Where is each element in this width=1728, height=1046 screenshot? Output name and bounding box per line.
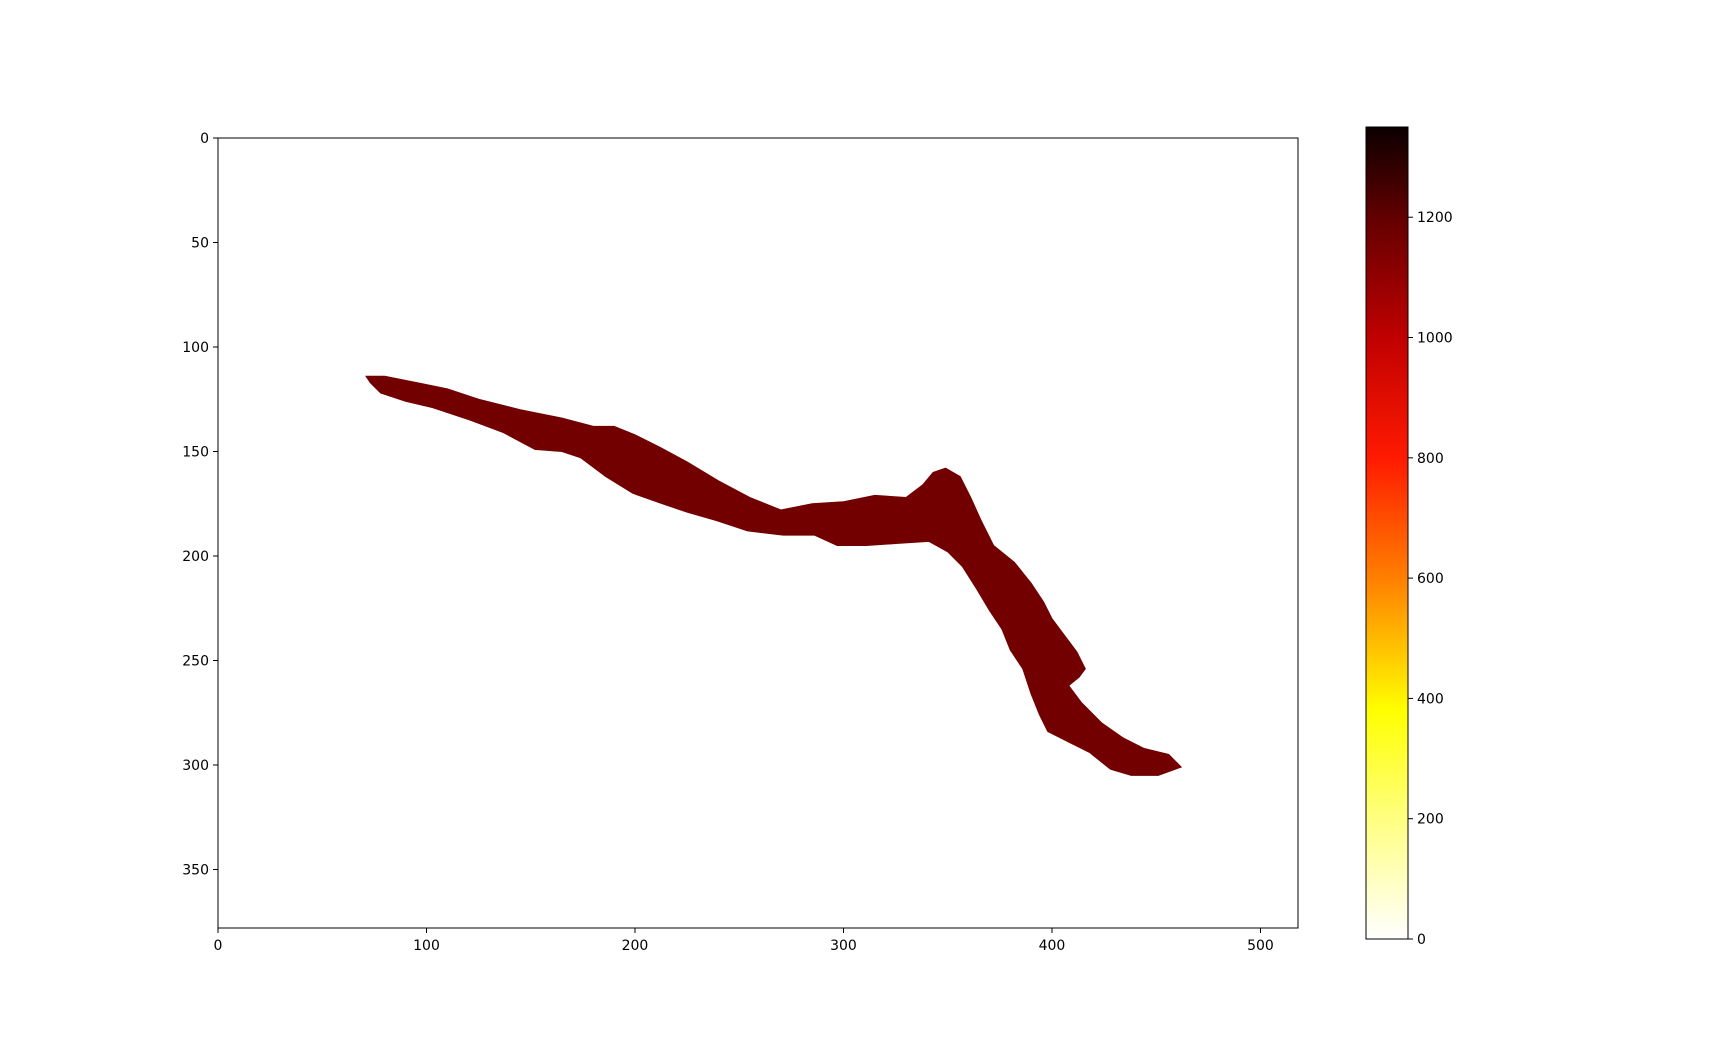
plot-frame [217, 137, 1299, 929]
colorbar-tick-label: 600 [1417, 571, 1444, 587]
x-tick-label: 500 [1247, 938, 1274, 954]
plot-background [218, 138, 1298, 928]
x-tick-label: 200 [622, 938, 649, 954]
x-tick-label: 0 [214, 938, 223, 954]
x-axis: 0 100 200 300 400 500 [214, 928, 1274, 954]
y-tick-label: 300 [182, 758, 209, 774]
colorbar-gradient [1366, 127, 1408, 939]
y-tick-label: 0 [200, 131, 209, 147]
colorbar-frame [1365, 126, 1409, 940]
data-layer [365, 375, 1183, 776]
y-tick-label: 200 [182, 549, 209, 565]
y-tick-label: 50 [191, 235, 209, 251]
colorbar-tick-label: 1200 [1417, 210, 1453, 226]
colorbar-tick-label: 0 [1417, 932, 1426, 948]
colorbar-tick-label: 800 [1417, 451, 1444, 467]
heatmap-region [365, 375, 1183, 776]
x-tick-label: 400 [1039, 938, 1066, 954]
colorbar: 0 200 400 600 800 1000 1200 [1365, 126, 1453, 948]
y-tick-label: 100 [182, 340, 209, 356]
colorbar-tick-label: 400 [1417, 691, 1444, 707]
x-tick-label: 100 [413, 938, 440, 954]
colorbar-tick-label: 200 [1417, 812, 1444, 828]
plot-area: 0 100 200 300 400 500 0 50 100 150 200 250 300 350 [182, 131, 1299, 954]
colorbar-tick-label: 1000 [1417, 331, 1453, 347]
y-tick-label: 250 [182, 653, 209, 669]
y-tick-label: 150 [182, 444, 209, 460]
y-tick-label: 350 [182, 862, 209, 878]
x-tick-label: 300 [830, 938, 857, 954]
y-axis: 0 50 100 150 200 250 300 350 [182, 131, 218, 878]
colorbar-ticks: 0 200 400 600 800 1000 1200 [1408, 210, 1453, 948]
